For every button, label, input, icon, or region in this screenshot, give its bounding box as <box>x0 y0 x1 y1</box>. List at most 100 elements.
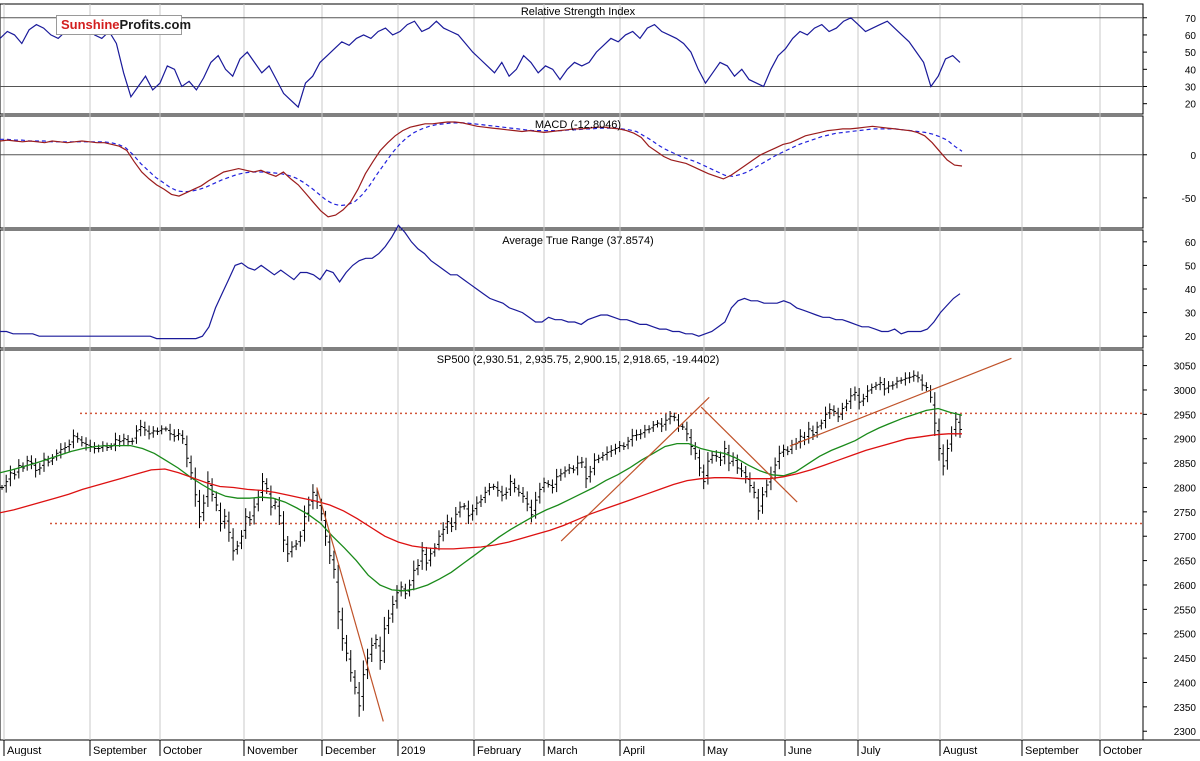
price-bar <box>285 535 290 563</box>
price-bar <box>596 454 601 464</box>
price-bar <box>180 430 185 444</box>
price-bar <box>626 436 631 450</box>
price-bar <box>470 504 475 521</box>
rsi-title: Relative Strength Index <box>521 6 636 18</box>
panel-frame-1 <box>0 115 1144 229</box>
price-bar <box>928 385 933 403</box>
price-bar <box>907 372 912 384</box>
price-bar <box>453 506 458 531</box>
price-bar <box>584 457 589 489</box>
price-bar <box>63 442 68 455</box>
price-bar <box>16 459 21 479</box>
rsi-line <box>0 17 961 109</box>
price-bar <box>491 483 496 490</box>
price-bar <box>533 491 538 519</box>
macd-title: MACD (-12.8046) <box>535 119 621 131</box>
price-bar <box>197 489 202 529</box>
ma-50-line <box>0 407 963 592</box>
y-tick-label: 2950 <box>1174 410 1197 421</box>
price-bar <box>512 478 517 493</box>
month-label: September <box>93 745 147 756</box>
month-label: November <box>247 745 298 756</box>
price-bar <box>466 500 471 525</box>
price-bar <box>672 412 677 422</box>
price-bar <box>554 468 559 493</box>
month-label: October <box>163 745 202 756</box>
price-bar <box>739 462 744 478</box>
price-bar <box>449 517 454 533</box>
price-bar <box>294 539 299 551</box>
price-bar <box>521 486 526 503</box>
price-bar <box>445 514 450 535</box>
price-bar <box>117 435 122 447</box>
price-bar <box>357 681 362 717</box>
logo-sunshine-text: Sunshine <box>61 17 120 32</box>
price-bar <box>193 467 198 507</box>
price-bar <box>273 498 278 510</box>
month-label: June <box>788 745 812 756</box>
price-bar <box>88 439 93 452</box>
price-bar <box>579 456 584 468</box>
price-bar <box>105 442 110 452</box>
panel-frame-2 <box>0 229 1144 349</box>
price-bar <box>235 540 240 555</box>
price-bar <box>861 393 866 407</box>
price-bar <box>609 445 614 458</box>
price-bar <box>689 428 694 456</box>
month-label: 2019 <box>401 745 425 756</box>
price-bar <box>46 455 51 467</box>
price-bar <box>348 650 353 682</box>
price-bar <box>697 449 702 477</box>
trendline <box>789 357 1012 447</box>
price-bar <box>932 392 937 436</box>
price-bar <box>819 419 824 430</box>
price-bar <box>945 439 950 470</box>
price-bar <box>113 432 118 452</box>
month-label: February <box>477 745 522 756</box>
price-bar <box>336 564 341 630</box>
y-tick-label: 2700 <box>1174 532 1197 543</box>
price-bar <box>54 449 59 461</box>
price-bar <box>718 451 723 466</box>
price-bar <box>79 436 84 447</box>
price-bar <box>394 585 399 609</box>
month-label: July <box>861 745 881 756</box>
price-bar <box>563 466 568 478</box>
price-bar <box>600 451 605 461</box>
price-bar <box>369 637 374 662</box>
price-bar <box>214 491 219 512</box>
sunshine-profits-logo[interactable]: SunshineProfits.com <box>56 15 191 35</box>
price-bar <box>226 511 231 542</box>
price-bar <box>726 444 731 472</box>
price-bar <box>310 484 315 510</box>
price-bar <box>668 410 673 425</box>
y-tick-label: 50 <box>1185 48 1197 59</box>
price-bar <box>798 429 803 449</box>
price-bar <box>424 546 429 571</box>
price-bar <box>836 407 841 423</box>
y-tick-label: 60 <box>1185 31 1197 42</box>
y-tick-label: 2600 <box>1174 581 1197 592</box>
ma-200-line <box>0 433 962 550</box>
month-label: August <box>943 745 977 756</box>
month-label: March <box>547 745 578 756</box>
price-bar <box>256 489 261 512</box>
price-bar <box>163 426 168 432</box>
price-bar <box>176 428 181 441</box>
trendline <box>316 487 384 722</box>
price-bar <box>8 465 13 487</box>
price-bar <box>37 462 42 475</box>
price-bar <box>382 616 387 663</box>
price-bar <box>432 543 437 557</box>
y-tick-label: 2400 <box>1174 678 1197 689</box>
price-bar <box>109 443 114 450</box>
price-bar <box>298 531 303 547</box>
price-bar <box>142 421 147 436</box>
price-bar <box>806 421 811 444</box>
price-bar <box>252 498 257 525</box>
price-bar <box>882 378 887 396</box>
price-bar <box>441 522 446 542</box>
price-bar <box>592 453 597 476</box>
price-bar <box>495 481 500 497</box>
